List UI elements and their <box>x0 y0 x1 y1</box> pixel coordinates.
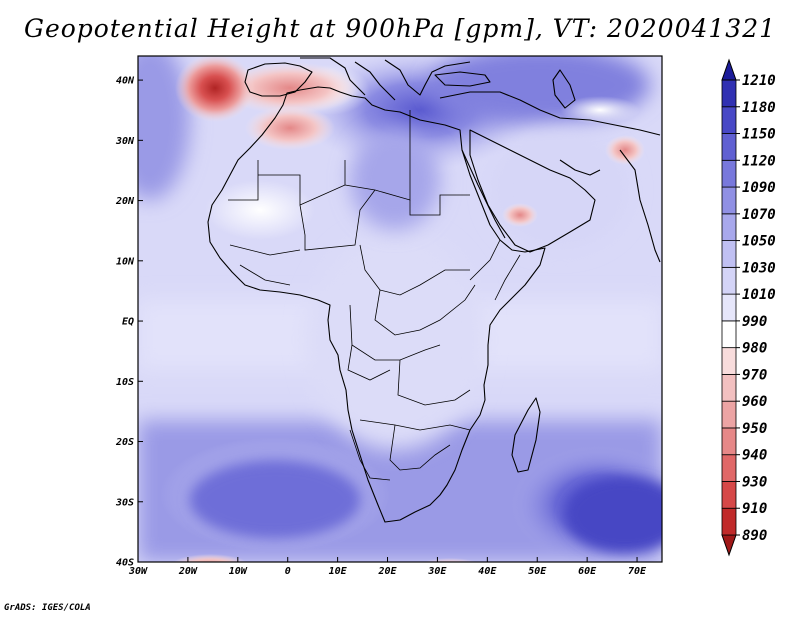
colorbar-label: 980 <box>742 341 767 357</box>
colorbar-swatch <box>721 427 737 456</box>
chart-title: Geopotential Height at 900hPa [gpm], VT:… <box>23 14 777 43</box>
colorbar-label: 1050 <box>742 234 776 250</box>
colorbar-swatch <box>721 213 737 241</box>
colorbar: 890 910 930 940 950 960 970 980 990 1010 1030 1050 1… <box>721 58 776 557</box>
colorbar-label: 970 <box>742 367 767 383</box>
y-tick-label: 40S <box>116 558 134 569</box>
y-tick-label: EQ <box>122 317 134 328</box>
colorbar-label: 1010 <box>742 287 776 303</box>
colorbar-swatch <box>721 266 737 295</box>
y-tick-label: 20S <box>115 437 134 448</box>
colorbar-label: 1180 <box>742 100 776 116</box>
x-axis: 30W 20W 10W 0 10E 20E 30E 40E 50E 60E 70E <box>128 557 647 577</box>
colorbar-swatch <box>721 133 737 161</box>
x-tick-label: 10E <box>329 566 348 577</box>
colorbar-swatch <box>721 293 737 322</box>
colorbar-swatch <box>721 106 737 134</box>
colorbar-label: 930 <box>742 474 767 490</box>
y-tick-label: 10S <box>116 377 134 388</box>
coastlines <box>207 57 661 523</box>
colorbar-swatch <box>721 159 737 188</box>
colorbar-swatch <box>721 400 737 429</box>
country-borders <box>228 110 521 481</box>
colorbar-swatch <box>721 79 737 108</box>
colorbar-label: 950 <box>742 421 767 437</box>
colorbar-label: 1070 <box>742 207 776 223</box>
colorbar-swatch <box>721 347 737 375</box>
grads-credit: GrADS: IGES/COLA <box>4 603 91 613</box>
colorbar-label: 1210 <box>742 73 776 89</box>
y-tick-label: 40N <box>116 76 135 87</box>
colorbar-label: 940 <box>742 448 767 464</box>
colorbar-min-arrow <box>721 534 737 557</box>
plot-frame <box>137 55 663 563</box>
x-tick-label: 60E <box>578 566 597 577</box>
x-tick-label: 10W <box>229 566 248 577</box>
height-field <box>138 56 662 562</box>
colorbar-max-arrow <box>721 58 737 81</box>
x-tick-label: 30E <box>427 566 447 577</box>
x-tick-label: 50E <box>528 566 547 577</box>
y-tick-label: 10N <box>116 256 135 267</box>
colorbar-label: 890 <box>742 528 767 544</box>
colorbar-swatch <box>721 320 737 349</box>
colorbar-swatch <box>721 374 737 402</box>
x-tick-label: 20E <box>377 566 397 577</box>
x-tick-label: 30W <box>128 566 148 577</box>
x-tick-label: 40E <box>478 566 497 577</box>
colorbar-label: 1150 <box>742 127 776 143</box>
colorbar-label: 910 <box>742 501 767 517</box>
colorbar-label: 1090 <box>742 180 776 196</box>
colorbar-label: 960 <box>742 394 767 410</box>
x-tick-label: 70E <box>628 566 647 577</box>
y-tick-label: 30N <box>115 136 135 147</box>
colorbar-swatch <box>721 240 737 268</box>
colorbar-label: 990 <box>742 314 767 330</box>
x-tick-label: 0 <box>285 566 291 577</box>
y-tick-label: 20N <box>115 196 135 207</box>
y-axis: 40N 30N 20N 10N EQ 10S 20S 30S 40S <box>115 76 143 569</box>
colorbar-swatch <box>721 481 737 509</box>
y-tick-label: 30S <box>115 497 134 508</box>
colorbar-swatch <box>721 507 737 536</box>
x-tick-label: 20W <box>178 566 198 577</box>
colorbar-swatch <box>721 186 737 215</box>
colorbar-label: 1030 <box>742 260 776 276</box>
colorbar-swatch <box>721 454 737 482</box>
colorbar-label: 1120 <box>742 153 776 169</box>
